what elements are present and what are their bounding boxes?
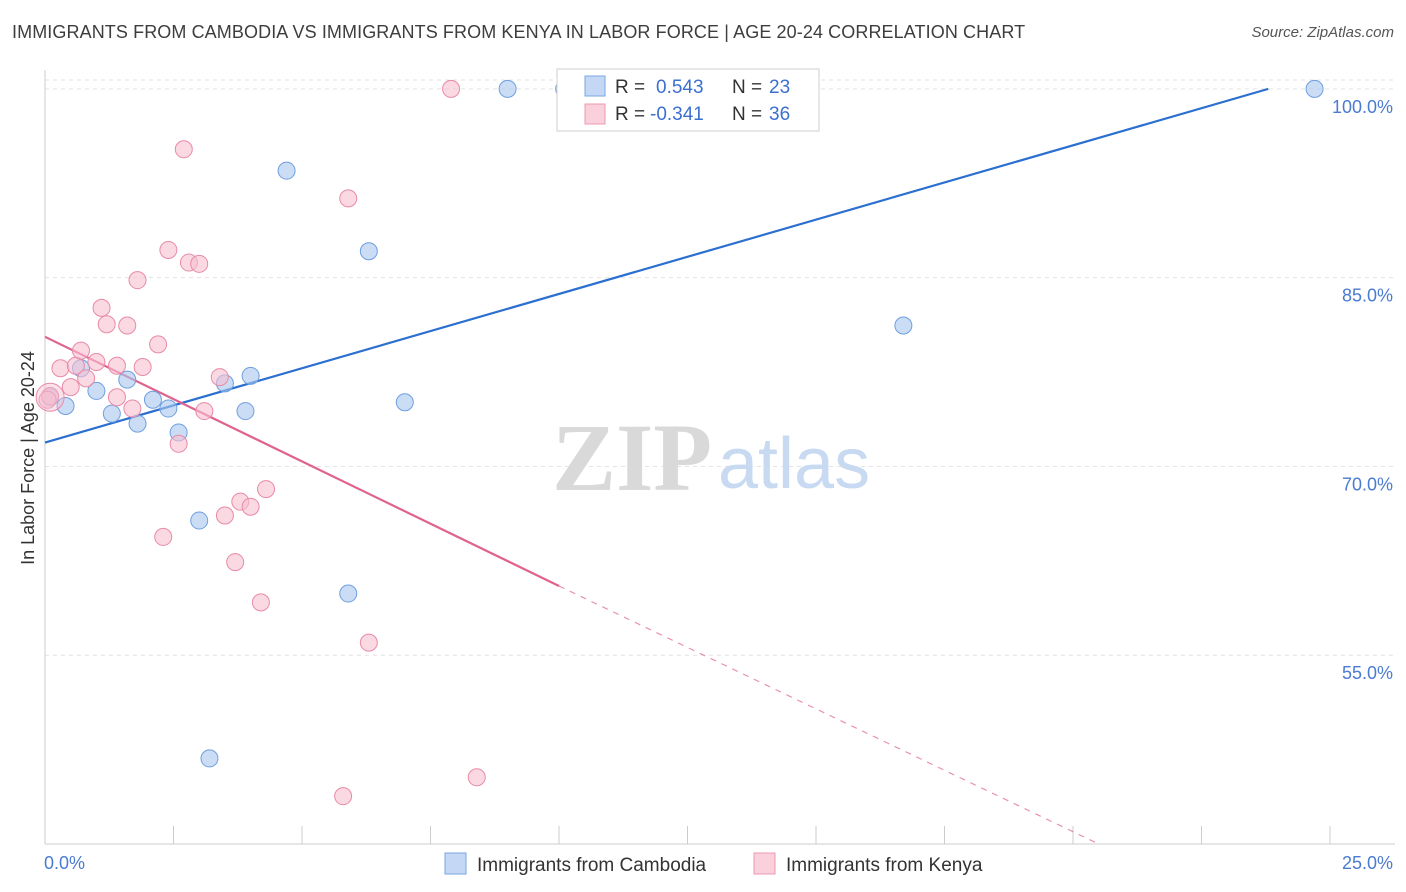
kenya-point [133,358,152,377]
cambodia-point [102,404,121,423]
kenya-point [77,369,96,388]
chart-title: IMMIGRANTS FROM CAMBODIA VS IMMIGRANTS F… [12,22,1026,42]
kenya-point [241,497,260,516]
cambodia-point [143,390,162,409]
x-tick-labels: 0.0% 25.0% [44,853,1393,873]
y-axis-title: In Labor Force | Age 20-24 [18,351,38,565]
cambodia-point [200,749,219,768]
data-points [35,79,1324,806]
axes [44,70,1395,845]
cambodia-point [159,399,178,418]
y-tick-label: 70.0% [1342,474,1393,494]
kenya-point [107,356,126,375]
kenya-point [190,254,209,273]
kenya-point [174,140,193,159]
kenya-point [154,527,173,546]
cambodia-point [1305,79,1324,98]
kenya-point [51,359,70,378]
cambodia-point [277,161,296,180]
cambodia-point [339,584,358,603]
cambodia-point [118,370,137,389]
kenya-point [123,399,142,418]
kenya-point [334,787,353,806]
stats-n-value-kenya: 36 [769,104,790,125]
cambodia-point [241,366,260,385]
chart-source: Source: ZipAtlas.com [1251,24,1394,41]
kenya-point [257,480,276,499]
x-tick-label: 25.0% [1342,853,1393,873]
watermark: ZIP atlas [552,404,870,511]
kenya-point [149,335,168,354]
stats-r-label-cambodia: R = [615,77,645,98]
legend-swatch-kenya [753,852,776,875]
kenya-point [107,388,126,407]
series-legend: Immigrants from Cambodia Immigrants from… [444,852,983,876]
y-tick-labels: 55.0% 70.0% 85.0% 100.0% [1332,97,1393,683]
kenya-point [210,368,229,387]
kenya-point [71,341,90,360]
stats-n-label-cambodia: N = [732,77,762,98]
kenya-point [128,271,147,290]
cambodia-point [190,511,209,530]
kenya-cluster-point [35,382,65,412]
kenya-point [215,506,234,525]
watermark-atlas: atlas [718,424,870,504]
kenya-point [118,316,137,335]
stats-legend-swatch-cambodia [584,75,606,97]
stats-n-label-kenya: N = [732,104,762,125]
y-tick-label: 55.0% [1342,663,1393,683]
kenya-point [38,390,57,409]
stats-r-value-cambodia: 0.543 [656,77,704,98]
legend-label-cambodia: Immigrants from Cambodia [477,855,707,876]
cambodia-point [498,79,517,98]
kenya-point [467,768,486,787]
kenya-point [195,402,214,421]
y-tick-label: 100.0% [1332,97,1393,117]
kenya-point [251,593,270,612]
kenya-point [159,240,178,259]
stats-r-label-kenya: R = [615,104,645,125]
kenya-point [61,378,80,397]
cambodia-point [128,414,147,433]
cambodia-point [359,242,378,261]
y-tick-label: 85.0% [1342,286,1393,306]
stats-r-value-kenya: -0.341 [650,104,704,125]
cambodia-point [56,397,75,416]
stats-legend-swatch-kenya [584,103,606,125]
watermark-zip: ZIP [552,404,712,511]
kenya-point [339,189,358,208]
legend-swatch-cambodia [444,852,467,875]
kenya-point [87,352,106,371]
kenya-point [92,298,111,317]
cambodia-point [894,316,913,335]
kenya-point [359,633,378,652]
kenya-point [442,79,461,98]
cambodia-point [395,393,414,412]
kenya-trend-extension [558,585,1099,845]
kenya-point [97,315,116,334]
cambodia-point [87,381,106,400]
kenya-point [169,434,188,453]
cambodia-point [236,402,255,421]
legend-label-kenya: Immigrants from Kenya [786,855,983,876]
stats-n-value-cambodia: 23 [769,77,790,98]
stats-legend: R = 0.543 N = 23 R = -0.341 N = 36 [556,68,820,132]
kenya-point [226,553,245,572]
x-tick-label: 0.0% [44,853,85,873]
